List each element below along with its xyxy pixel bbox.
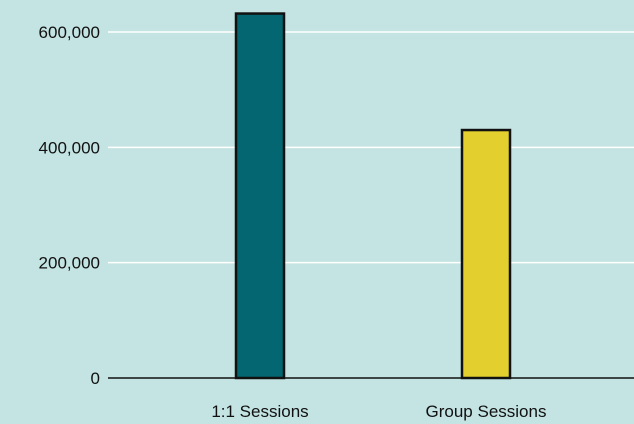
y-tick-label: 400,000	[39, 138, 100, 157]
y-tick-label: 0	[91, 369, 100, 388]
bar-one-on-one-sessions	[234, 12, 286, 380]
bar-group-sessions	[460, 128, 512, 380]
bars	[234, 12, 512, 380]
y-tick-label: 200,000	[39, 254, 100, 273]
x-category-labels: 1:1 Sessions Group Sessions	[211, 402, 546, 421]
category-label: 1:1 Sessions	[211, 402, 308, 421]
y-tick-label: 600,000	[39, 23, 100, 42]
gridlines	[108, 31, 634, 264]
category-label: Group Sessions	[426, 402, 547, 421]
y-tick-labels: 0 200,000 400,000 600,000	[39, 23, 100, 388]
